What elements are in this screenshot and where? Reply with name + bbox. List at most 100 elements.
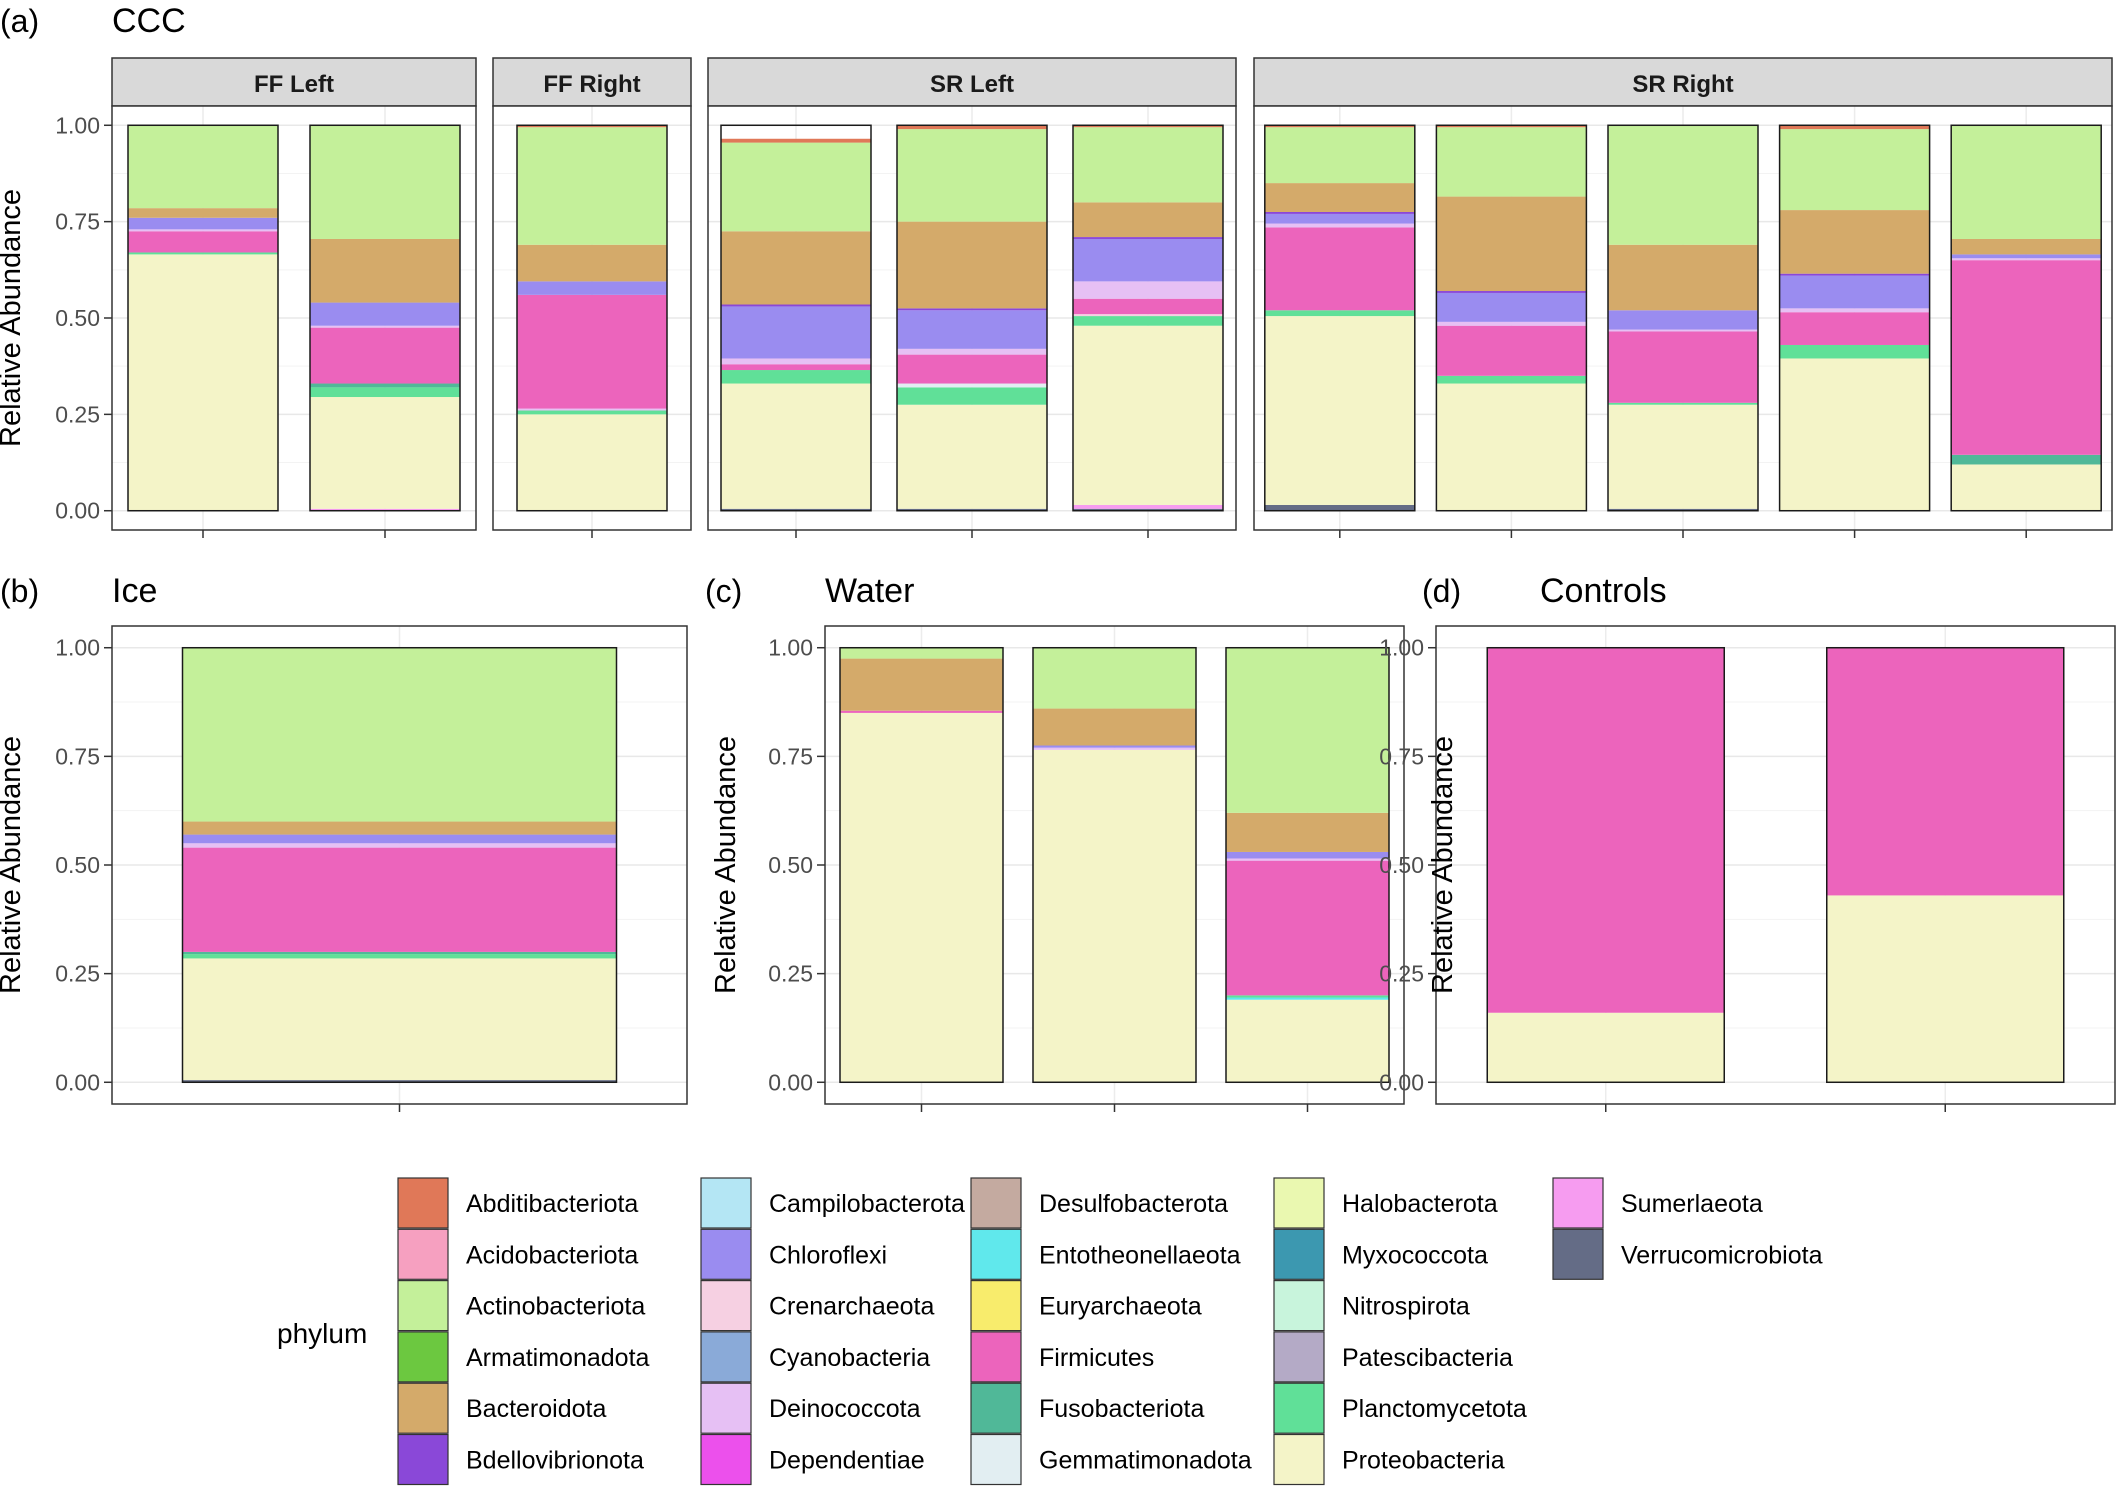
ccc-y-axis-label: Relative Abundance xyxy=(0,189,27,447)
ccc-facet3-bar1-segment xyxy=(721,383,871,509)
ccc-facet1-bar1-segment xyxy=(128,231,278,253)
ccc-facet4-bar2-segment xyxy=(1436,291,1587,293)
legend-label: Deinococcota xyxy=(769,1395,921,1423)
ccc-facet1-bar1-segment xyxy=(128,217,278,230)
ccc-facet1-bar1-segment xyxy=(128,208,278,218)
legend-label: Crenarchaeota xyxy=(769,1293,934,1321)
panel-b-tag: (b) xyxy=(0,573,39,609)
legend-label: Actinobacteriota xyxy=(466,1293,645,1321)
ccc-facet3-panel-border xyxy=(707,105,1237,531)
ccc-facet4-bar1-segment xyxy=(1264,127,1415,184)
panel-a-tag: (a) xyxy=(0,3,39,39)
ccc-facet4-panel-border xyxy=(1253,105,2113,531)
ccc-facet3-bar2-segment xyxy=(897,129,1047,222)
facet-strip xyxy=(707,57,1237,107)
legend-swatch xyxy=(700,1331,752,1383)
water-bar2-segment xyxy=(1033,708,1196,746)
controls-y-tick-label: 0.75 xyxy=(1379,743,1424,769)
chart-water: 0.00 0.25 0.50 0.75 1.00 Relative Abundance xyxy=(710,625,1405,1112)
water-bar2-segment xyxy=(1033,749,1196,1083)
legend-item: Acidobacteriota xyxy=(397,1228,638,1280)
legend-item: Crenarchaeota xyxy=(700,1279,934,1332)
ice-y-tick-label: 0.25 xyxy=(55,961,100,987)
ice-bar1-segment xyxy=(182,958,617,1081)
facet-1: FF Left xyxy=(111,57,477,538)
ccc-y-tick-label: 0.25 xyxy=(55,401,100,427)
ccc-facet3-bar1-segment xyxy=(721,304,871,307)
ccc-facet1-bar2-segment xyxy=(310,327,460,384)
ccc-facet3-bar2-segment xyxy=(897,310,1047,349)
water-bar3-segment xyxy=(1226,851,1389,859)
ccc-facet4-bar5-outline xyxy=(1950,124,2102,512)
water-bar1-outline xyxy=(839,646,1004,1084)
ccc-facet1-bar2-outline xyxy=(309,124,461,512)
ccc-facet4-bar1-segment xyxy=(1264,213,1415,224)
water-y-tick-label: 0.25 xyxy=(768,961,813,987)
legend-swatch xyxy=(700,1177,752,1229)
legend-item: Chloroflexi xyxy=(700,1228,887,1280)
ccc-facet4-bar2-segment xyxy=(1436,127,1587,197)
ccc-facet4-bar2-segment xyxy=(1436,321,1587,326)
ccc-facet4-bar3-segment xyxy=(1608,244,1758,311)
legend-swatch xyxy=(970,1433,1022,1486)
ccc-facet4-bar5-segment xyxy=(1951,258,2102,261)
ccc-facet3-bar2-segment xyxy=(897,387,1047,405)
ccc-y-tick-label: 0.50 xyxy=(55,305,100,331)
ice-bar1-segment xyxy=(182,951,617,955)
legend-label: Chloroflexi xyxy=(769,1241,887,1269)
ccc-y-tick-label: 1.00 xyxy=(55,112,100,138)
ccc-facet2-bar1-outline xyxy=(516,124,668,512)
ccc-facet3-bar2-segment xyxy=(897,221,1047,309)
ccc-facet3-bar3-segment xyxy=(1073,127,1223,203)
ccc-facet3-bar3-segment xyxy=(1073,125,1223,128)
panel-b-title: Ice xyxy=(112,572,157,610)
legend-label: Sumerlaeota xyxy=(1621,1190,1763,1218)
legend-label: Bacteroidota xyxy=(466,1395,606,1423)
ccc-facet3-bar3-outline xyxy=(1072,124,1224,512)
water-bar2-segment xyxy=(1033,745,1196,748)
ccc-facet2-bar1-segment xyxy=(517,127,667,245)
ccc-facet3-bar3-segment xyxy=(1073,237,1223,239)
ccc-facet2-bar1-segment xyxy=(517,410,667,415)
ccc-facet3-bar3-segment xyxy=(1073,314,1223,317)
legend-label: Bdellovibrionota xyxy=(466,1447,644,1475)
ccc-facet3-bar3-segment xyxy=(1073,316,1223,326)
ice-y-tick-label: 0.75 xyxy=(55,743,100,769)
ccc-facet3-bar2-segment xyxy=(897,308,1047,311)
legend-label: Armatimonadota xyxy=(466,1344,650,1372)
ccc-facet4-bar3-segment xyxy=(1608,331,1758,403)
ccc-facet3-bar3-segment xyxy=(1073,238,1223,282)
ccc-facet4-bar2-segment xyxy=(1436,325,1587,376)
legend-swatch xyxy=(397,1331,449,1383)
water-y-tick-label: 1.00 xyxy=(768,635,813,661)
ccc-facet4-bar3-segment xyxy=(1608,310,1758,330)
legend-item: Gemmatimonadota xyxy=(970,1433,1252,1486)
legend-label: Patescibacteria xyxy=(1342,1344,1513,1372)
chart-controls: 0.00 0.25 0.50 0.75 1.00 Relative Abundance xyxy=(1379,625,2116,1112)
ccc-facet4-bar5-segment xyxy=(1951,260,2102,455)
controls-bar1-outline xyxy=(1486,646,1725,1084)
legend-swatch xyxy=(397,1279,449,1332)
water-bar2-segment xyxy=(1033,747,1196,750)
ccc-y-tick-label: 0.00 xyxy=(55,498,100,524)
legend-swatch xyxy=(1273,1382,1325,1434)
legend-label: Nitrospirota xyxy=(1342,1293,1470,1321)
legend-label: Campilobacterota xyxy=(769,1190,965,1218)
legend-item: Halobacterota xyxy=(1273,1177,1498,1229)
legend-label: Acidobacteriota xyxy=(466,1241,638,1269)
legend-item: Firmicutes xyxy=(970,1331,1154,1383)
facet-strip-label: FF Right xyxy=(543,71,640,98)
charts-layer: FF Left FF Right SR Left SR Right0.000.250.… xyxy=(0,57,2116,1112)
ice-y-tick-label: 0.50 xyxy=(55,852,100,878)
ccc-facet4-bar1-outline xyxy=(1264,124,1416,512)
ice-bar1-segment xyxy=(182,647,617,822)
panel-c-tag: (c) xyxy=(705,573,742,609)
controls-y-axis-label: Relative Abundance xyxy=(1427,736,1459,994)
legend-swatch xyxy=(397,1433,449,1486)
water-bar3-outline xyxy=(1225,646,1390,1084)
water-bar1-segment xyxy=(840,712,1003,1083)
legend-item: Desulfobacterota xyxy=(970,1177,1228,1229)
legend-swatch xyxy=(1273,1228,1325,1280)
legend-swatch xyxy=(397,1382,449,1434)
facet-strip-label: SR Right xyxy=(1632,71,1733,98)
